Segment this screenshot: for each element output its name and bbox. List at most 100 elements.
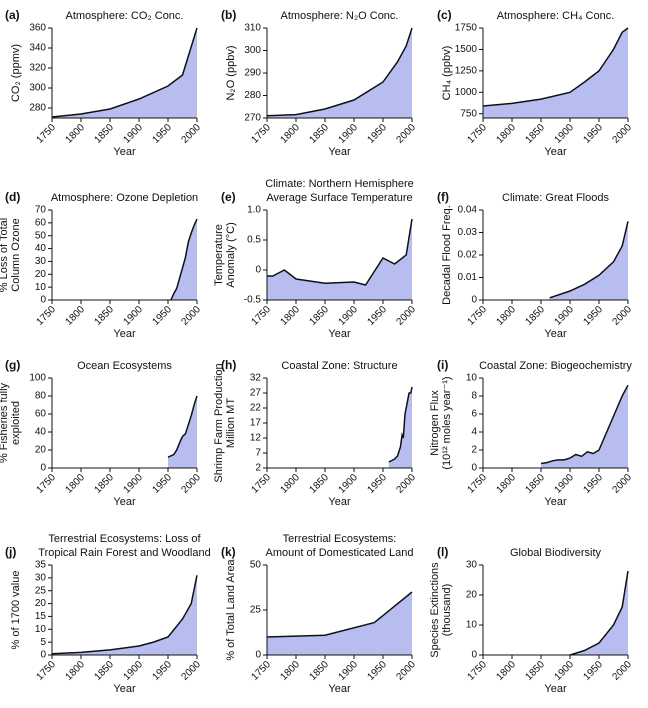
x-tick-label: 1900 xyxy=(121,472,145,496)
x-axis-label: Year xyxy=(113,496,136,508)
x-tick-label: 1900 xyxy=(552,304,576,328)
x-axis-label: Year xyxy=(328,328,351,340)
panel-label: (g) xyxy=(5,358,20,372)
y-tick-label: 1250 xyxy=(455,65,478,76)
y-tick-label: 280 xyxy=(244,90,261,101)
data-line xyxy=(51,575,198,655)
x-tick-label: 1800 xyxy=(278,122,302,146)
y-tick-label: 320 xyxy=(29,63,46,74)
panel-label: (b) xyxy=(221,8,236,22)
x-tick-label: 1900 xyxy=(552,472,576,496)
x-tick-label: 1950 xyxy=(150,122,174,146)
x-tick-label: 1900 xyxy=(336,122,360,146)
x-tick-label: 2000 xyxy=(610,472,634,496)
y-tick-label: 35 xyxy=(35,560,47,571)
y-tick-label: 0 xyxy=(471,295,477,306)
y-tick-label: 70 xyxy=(35,205,47,216)
y-axis-label: Anomaly (°C) xyxy=(225,222,237,288)
area-fill xyxy=(570,571,628,655)
x-tick-label: 1950 xyxy=(150,304,174,328)
y-tick-label: 300 xyxy=(244,45,261,56)
y-tick-label: 0 xyxy=(255,650,261,661)
x-tick-label: 2000 xyxy=(610,304,634,328)
x-tick-label: 1750 xyxy=(34,122,58,146)
x-tick-label: 1950 xyxy=(581,304,605,328)
y-tick-label: 100 xyxy=(29,373,46,384)
x-axis-label: Year xyxy=(113,683,136,695)
y-axis-label: Species Extinctions xyxy=(429,562,441,658)
y-tick-label: 340 xyxy=(29,43,46,54)
x-axis-label: Year xyxy=(544,683,567,695)
x-tick-label: 2000 xyxy=(394,472,418,496)
area-fill xyxy=(549,221,628,300)
y-axis-label: (10¹² moles year⁻¹) xyxy=(441,376,453,469)
y-tick-label: 20 xyxy=(35,598,47,609)
data-line xyxy=(388,386,413,463)
y-tick-label: 30 xyxy=(466,560,478,571)
y-tick-label: 0 xyxy=(471,650,477,661)
x-tick-label: 1950 xyxy=(581,659,605,683)
y-tick-label: 27 xyxy=(250,388,262,399)
x-tick-label: 1900 xyxy=(552,659,576,683)
panel-label: (a) xyxy=(5,8,20,22)
y-tick-label: 0.04 xyxy=(458,205,478,216)
panel-label: (d) xyxy=(5,190,20,204)
data-line xyxy=(266,27,413,117)
y-tick-label: 10 xyxy=(466,620,478,631)
y-tick-label: -0.5 xyxy=(244,295,262,306)
x-tick-label: 1900 xyxy=(552,122,576,146)
area-fill xyxy=(388,387,412,468)
x-tick-label: 1950 xyxy=(365,472,389,496)
y-axis-label: CO₂ (ppmv) xyxy=(10,44,22,102)
data-line xyxy=(170,218,198,301)
y-tick-label: 310 xyxy=(244,23,261,34)
y-tick-label: 0.5 xyxy=(247,235,261,246)
y-tick-label: 300 xyxy=(29,83,46,94)
x-tick-label: 1750 xyxy=(465,122,489,146)
x-tick-label: 1800 xyxy=(63,304,87,328)
x-tick-label: 1750 xyxy=(465,472,489,496)
x-tick-label: 2000 xyxy=(394,304,418,328)
area-fill xyxy=(267,28,412,118)
x-tick-label: 1750 xyxy=(249,122,273,146)
y-axis-label: CH₄ (ppbv) xyxy=(441,46,453,101)
x-tick-label: 1950 xyxy=(365,122,389,146)
x-tick-label: 1750 xyxy=(465,659,489,683)
x-tick-label: 2000 xyxy=(179,304,203,328)
y-tick-label: 4 xyxy=(471,427,477,438)
panel-title: Climate: Northern Hemisphere xyxy=(265,178,414,190)
y-tick-label: 0 xyxy=(40,295,46,306)
x-tick-label: 2000 xyxy=(179,122,203,146)
area-fill xyxy=(267,219,412,300)
data-line xyxy=(266,591,413,638)
x-tick-label: 1950 xyxy=(150,472,174,496)
panel-title: Coastal Zone: Biogeochemistry xyxy=(479,360,632,372)
y-axis-label: (thousand) xyxy=(441,584,453,637)
y-tick-label: 7 xyxy=(255,448,261,459)
x-tick-label: 1800 xyxy=(494,304,518,328)
panel-label: (i) xyxy=(437,358,448,372)
x-tick-label: 1750 xyxy=(249,304,273,328)
x-tick-label: 1800 xyxy=(494,122,518,146)
x-tick-label: 1850 xyxy=(523,122,547,146)
y-tick-label: 6 xyxy=(471,409,477,420)
y-tick-label: 80 xyxy=(35,391,47,402)
y-tick-label: 360 xyxy=(29,23,46,34)
y-tick-label: 22 xyxy=(250,403,262,414)
x-tick-label: 1950 xyxy=(365,304,389,328)
x-axis-label: Year xyxy=(328,683,351,695)
panel-label: (e) xyxy=(221,190,236,204)
x-tick-label: 1800 xyxy=(494,659,518,683)
data-line xyxy=(267,218,413,286)
y-axis-label: % Fisheries fully xyxy=(0,382,10,463)
x-tick-label: 1850 xyxy=(92,472,116,496)
x-axis-label: Year xyxy=(113,328,136,340)
x-tick-label: 2000 xyxy=(394,122,418,146)
panel-title: Coastal Zone: Structure xyxy=(281,360,397,372)
x-tick-label: 2000 xyxy=(179,659,203,683)
data-line xyxy=(51,27,198,118)
x-tick-label: 1750 xyxy=(34,659,58,683)
panel-title: Terrestrial Ecosystems: xyxy=(283,533,397,545)
panel-label: (j) xyxy=(5,545,16,559)
